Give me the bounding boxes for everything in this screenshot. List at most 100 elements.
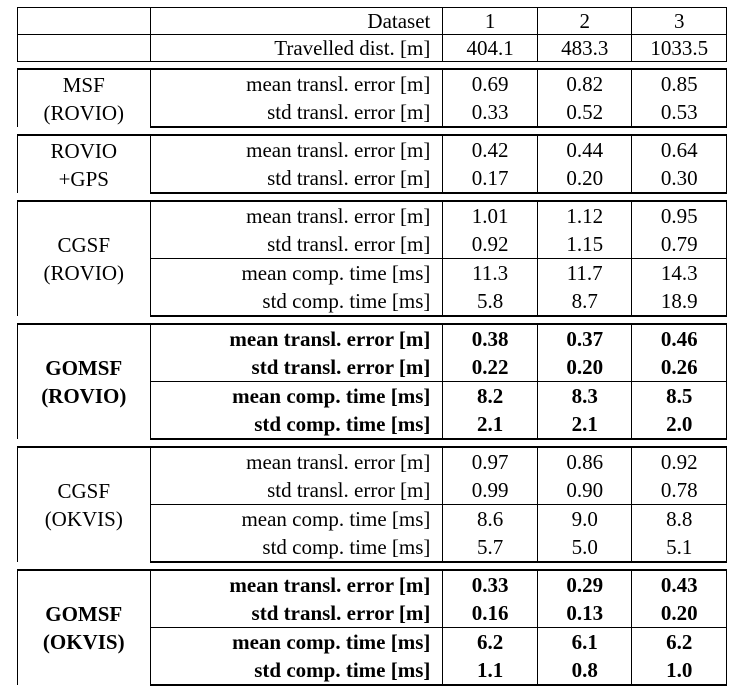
- value-cell-dataset-3: 0.64: [631, 134, 727, 164]
- value-cell-dataset-3: 8.5: [631, 381, 727, 410]
- value-cell-dataset-1: 11.3: [442, 258, 538, 287]
- metric-label: mean transl. error [m]: [149, 569, 444, 599]
- metric-label: std comp. time [ms]: [149, 287, 444, 317]
- value-cell-dataset-3: 0.79: [631, 230, 727, 259]
- method-name-line: (ROVIO): [43, 100, 125, 125]
- value-cell-dataset-1: 0.33: [442, 98, 538, 128]
- value-cell-dataset-2: 0.86: [536, 446, 633, 476]
- result-row: std transl. error [m] 0.99 0.90 0.78: [18, 476, 727, 505]
- results-table: Dataset 1 2 3 Travelled dist. [m] 404.1 …: [17, 7, 727, 686]
- value-cell-dataset-2: 0.8: [536, 656, 633, 686]
- method-name-line: CGSF: [57, 233, 111, 257]
- metric-label: mean transl. error [m]: [149, 200, 444, 230]
- value-cell-dataset-1: 5.8: [442, 287, 538, 317]
- value-cell-dataset-3: 0.92: [631, 446, 727, 476]
- spacer-cell: [18, 316, 727, 324]
- metric-label: std transl. error [m]: [149, 476, 444, 505]
- metric-label: std comp. time [ms]: [149, 656, 444, 686]
- method-name-line: (OKVIS): [42, 630, 125, 654]
- value-cell-dataset-3: 1.0: [631, 656, 727, 686]
- group-spacer: [18, 562, 727, 570]
- value-cell-dataset-1: 0.38: [442, 323, 538, 353]
- result-row: CGSF (OKVIS) mean transl. error [m] 0.97 0.8…: [17, 446, 727, 562]
- dataset-1-header: 1: [442, 7, 538, 35]
- value-cell-dataset-3: 0.85: [631, 68, 727, 98]
- dataset-header-row: Dataset 1 2 3: [17, 7, 727, 35]
- value-cell-dataset-2: 2.1: [536, 410, 633, 440]
- distance-header-row: Travelled dist. [m] 404.1 483.3 1033.5: [17, 34, 727, 62]
- value-cell-dataset-3: 14.3: [631, 258, 727, 287]
- spacer-cell: [18, 562, 727, 570]
- result-row: mean comp. time [ms] 8.2 8.3 8.5: [18, 381, 727, 410]
- value-cell-dataset-3: 0.30: [631, 164, 727, 194]
- value-cell-dataset-2: 0.90: [536, 476, 633, 505]
- result-row: std transl. error [m] 0.22 0.20 0.26: [18, 353, 727, 382]
- distance-label: Travelled dist. [m]: [149, 34, 444, 62]
- spacer-cell: [18, 439, 727, 447]
- distance-3: 1033.5: [631, 34, 727, 62]
- value-cell-dataset-1: 0.16: [442, 599, 538, 628]
- value-cell-dataset-3: 0.53: [631, 98, 727, 128]
- value-cell-dataset-2: 0.37: [536, 323, 633, 353]
- result-row: GOMSF (ROVIO) mean transl. error [m] 0.38 0.…: [17, 323, 727, 439]
- value-cell-dataset-2: 9.0: [536, 504, 633, 533]
- metric-label: std comp. time [ms]: [149, 533, 444, 563]
- method-name-line: MSF: [62, 72, 105, 97]
- result-row: std transl. error [m] 0.16 0.13 0.20: [18, 599, 727, 628]
- corner-cell: [17, 7, 151, 35]
- result-row: std transl. error [m] 0.17 0.20 0.30: [18, 164, 727, 194]
- value-cell-dataset-3: 0.95: [631, 200, 727, 230]
- results-table-container: Dataset 1 2 3 Travelled dist. [m] 404.1 …: [17, 7, 727, 686]
- method-name-line: ROVIO: [50, 138, 118, 163]
- dataset-2-header: 2: [536, 7, 633, 35]
- result-row: std comp. time [ms] 5.7 5.0 5.1: [18, 533, 727, 563]
- dataset-label: Dataset: [149, 7, 444, 35]
- group-spacer: [18, 439, 727, 447]
- metric-label: mean comp. time [ms]: [149, 258, 444, 287]
- method-cell: MSF (ROVIO): [17, 68, 151, 127]
- metric-label: std transl. error [m]: [149, 164, 444, 194]
- metric-label: mean comp. time [ms]: [149, 381, 444, 410]
- result-row: mean comp. time [ms] 6.2 6.1 6.2: [18, 627, 727, 656]
- result-row: CGSF (ROVIO) mean transl. error [m] 1.01 1.1…: [17, 200, 727, 316]
- metric-label: mean transl. error [m]: [149, 68, 444, 98]
- value-cell-dataset-1: 0.22: [442, 353, 538, 382]
- value-cell-dataset-1: 5.7: [442, 533, 538, 563]
- value-cell-dataset-1: 1.1: [442, 656, 538, 686]
- value-cell-dataset-1: 8.2: [442, 381, 538, 410]
- value-cell-dataset-2: 5.0: [536, 533, 633, 563]
- value-cell-dataset-3: 18.9: [631, 287, 727, 317]
- group-spacer: [18, 127, 727, 135]
- value-cell-dataset-1: 0.42: [442, 134, 538, 164]
- group-spacer: [18, 316, 727, 324]
- method-name-line: (ROVIO): [43, 261, 125, 285]
- method-cell: CGSF (OKVIS): [17, 446, 151, 562]
- value-cell-dataset-2: 1.12: [536, 200, 633, 230]
- value-cell-dataset-3: 0.78: [631, 476, 727, 505]
- method-cell: CGSF (ROVIO): [17, 200, 151, 316]
- value-cell-dataset-2: 0.52: [536, 98, 633, 128]
- value-cell-dataset-2: 1.15: [536, 230, 633, 259]
- distance-2: 483.3: [536, 34, 633, 62]
- value-cell-dataset-3: 6.2: [631, 627, 727, 656]
- result-row: GOMSF (OKVIS) mean transl. error [m] 0.33 0.…: [17, 569, 727, 685]
- method-cell: ROVIO +GPS: [17, 134, 151, 193]
- metric-label: mean transl. error [m]: [149, 323, 444, 353]
- value-cell-dataset-2: 8.7: [536, 287, 633, 317]
- value-cell-dataset-3: 8.8: [631, 504, 727, 533]
- metric-label: mean transl. error [m]: [149, 446, 444, 476]
- method-name-line: CGSF: [57, 479, 111, 503]
- metric-label: std transl. error [m]: [149, 230, 444, 259]
- value-cell-dataset-1: 2.1: [442, 410, 538, 440]
- value-cell-dataset-2: 11.7: [536, 258, 633, 287]
- method-cell: GOMSF (ROVIO): [17, 323, 151, 439]
- value-cell-dataset-2: 0.20: [536, 353, 633, 382]
- value-cell-dataset-2: 0.29: [536, 569, 633, 599]
- value-cell-dataset-2: 8.3: [536, 381, 633, 410]
- method-name-line: (OKVIS): [44, 507, 123, 531]
- value-cell-dataset-1: 6.2: [442, 627, 538, 656]
- value-cell-dataset-1: 0.33: [442, 569, 538, 599]
- metric-label: mean transl. error [m]: [149, 134, 444, 164]
- value-cell-dataset-2: 0.44: [536, 134, 633, 164]
- metric-label: std transl. error [m]: [149, 353, 444, 382]
